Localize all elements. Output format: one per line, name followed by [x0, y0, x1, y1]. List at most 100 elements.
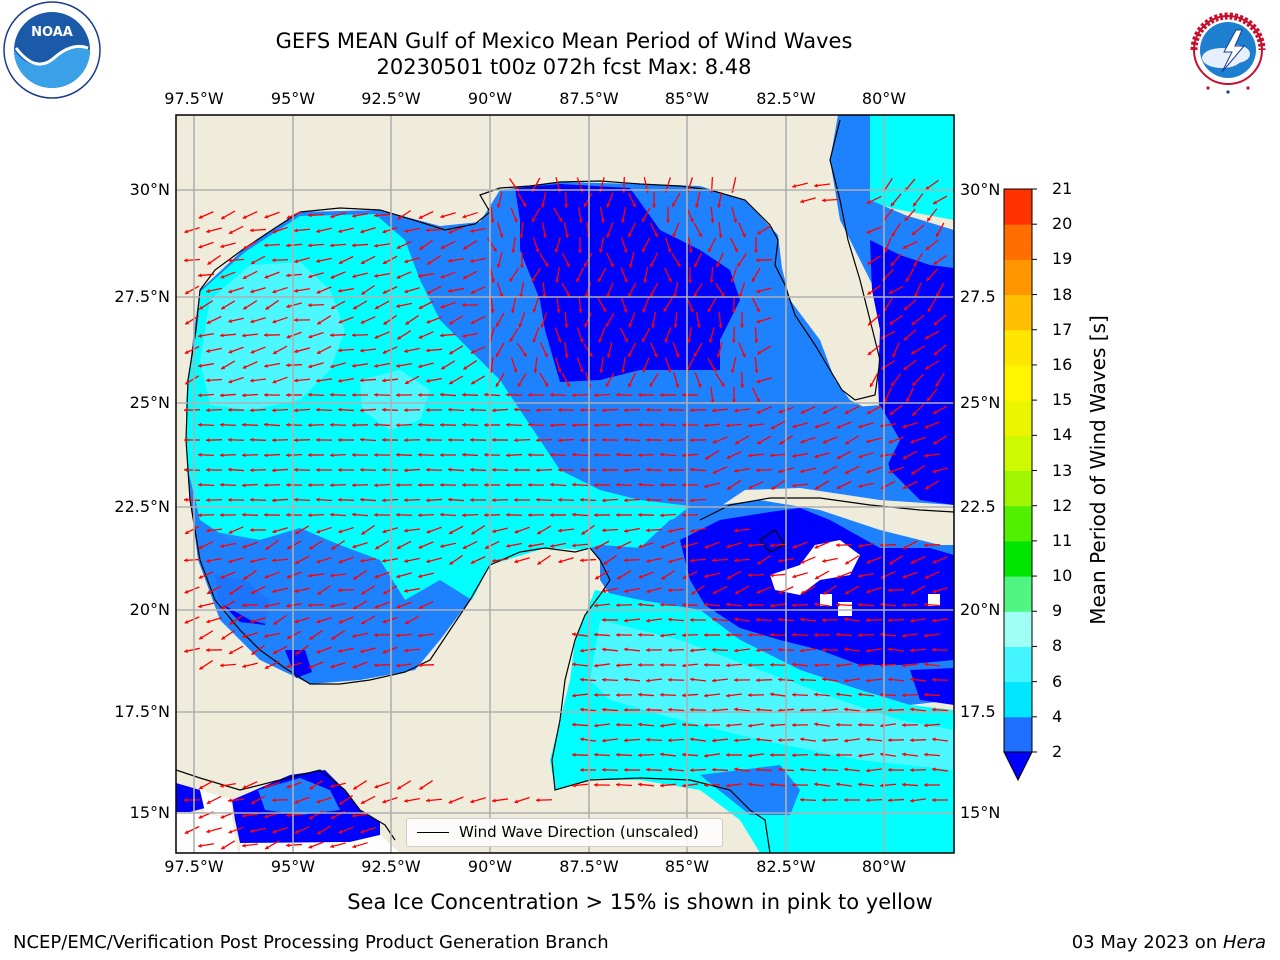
wind-arrow-head [250, 349, 255, 354]
wind-arrow-head [868, 321, 872, 326]
wind-arrow-head [646, 467, 650, 472]
wind-arrow-head [448, 258, 452, 263]
wind-arrow-head [242, 275, 247, 279]
wind-arrow-head [756, 737, 760, 742]
wind-arrow-head [352, 243, 356, 248]
wind-arrow-head [704, 423, 708, 428]
wind-arrow-head [396, 245, 401, 249]
wind-arrow-head [264, 392, 268, 397]
wind-arrow-head [638, 392, 642, 397]
wind-arrow-head [382, 467, 386, 472]
wind-arrow-head [506, 482, 510, 488]
wind-arrow-head [800, 677, 804, 682]
wind-arrow-head [778, 767, 782, 772]
wind-arrow-head [704, 632, 708, 638]
wind-arrow-head [564, 324, 569, 328]
wind-arrow-head [778, 738, 782, 743]
wind-arrow-head [605, 382, 610, 387]
lon-label-bottom: 95°W [270, 857, 316, 876]
wind-arrow-head [250, 228, 254, 233]
wind-arrow-head [646, 589, 651, 594]
wind-arrow-head [294, 288, 298, 293]
wind-arrow-head [734, 678, 738, 683]
wind-arrow-head [880, 423, 884, 428]
wind-arrow-head [770, 603, 774, 608]
noaa-logo: NOAA [2, 0, 102, 100]
wind-arrow-head [638, 422, 642, 428]
wind-arrow-head [198, 363, 202, 368]
wind-arrow-head [229, 590, 234, 595]
wind-arrow-head [396, 452, 400, 457]
wind-arrow-head [470, 320, 475, 324]
wind-arrow-head [697, 383, 702, 388]
wind-arrow-head [935, 233, 940, 238]
wind-arrow-head [229, 620, 234, 625]
wind-arrow-head [690, 707, 694, 712]
wind-arrow-head [273, 620, 278, 625]
wind-arrow-head [514, 438, 518, 443]
wind-arrow-head [836, 424, 841, 429]
wind-arrow-head [294, 318, 298, 323]
wind-arrow-head [693, 352, 698, 357]
wind-arrow-head [580, 438, 584, 443]
wind-arrow-head [660, 513, 664, 518]
wind-arrow-head [594, 482, 598, 488]
wind-arrow-head [756, 468, 760, 473]
wind-arrow-head [316, 799, 321, 804]
wind-arrow-head [397, 785, 402, 790]
wind-arrow-head [623, 308, 628, 313]
wind-arrow-head [580, 767, 584, 773]
lat-label-left: 20°N [129, 600, 170, 619]
wind-arrow-head [624, 558, 628, 563]
colorbar-segment [1004, 329, 1032, 366]
wind-arrow-head [911, 321, 916, 325]
wind-arrow-head [845, 590, 850, 595]
wind-arrow-head [580, 467, 584, 473]
wind-arrow-head [449, 320, 454, 325]
wind-arrow-head [184, 229, 189, 234]
wind-arrow-head [361, 290, 366, 295]
wind-arrow-head [264, 665, 269, 669]
wind-arrow-head [396, 633, 400, 638]
wind-arrow-head [250, 468, 254, 473]
wind-arrow-head [448, 467, 452, 472]
wind-arrow-head [286, 512, 290, 517]
wind-arrow-head [242, 333, 246, 338]
wind-arrow-head [638, 722, 642, 727]
wind-arrow-head [308, 844, 313, 849]
wind-arrow-head [396, 604, 401, 609]
wind-arrow-head [675, 383, 680, 388]
wind-arrow-head [220, 274, 225, 279]
wind-arrow-head [330, 214, 335, 219]
wind-arrow-head [519, 264, 525, 268]
wind-arrow-head [778, 589, 783, 594]
wind-arrow-head [272, 229, 277, 234]
wind-arrow-head [924, 575, 929, 579]
wind-arrow-head [836, 782, 840, 787]
wind-arrow-head [540, 204, 546, 208]
wind-arrow-head [404, 498, 408, 503]
wind-arrow-head [726, 602, 730, 607]
wind-arrow-head [352, 483, 356, 488]
wind-arrow-head [638, 782, 642, 787]
wind-arrow-head [462, 303, 466, 308]
wind-arrow-head [913, 262, 918, 267]
wind-arrow-head [888, 738, 892, 743]
wind-arrow-head [668, 528, 672, 533]
wind-arrow-head [404, 289, 409, 294]
wind-arrow-head [720, 292, 725, 297]
wind-arrow-head [316, 467, 320, 473]
wind-arrow-head [891, 232, 896, 237]
atlantic-water-band-4-6 [820, 405, 900, 480]
wind-arrow-head [661, 575, 666, 580]
wind-arrow-head [506, 453, 510, 458]
wind-arrow-head [770, 752, 774, 758]
wind-arrow-head [382, 349, 387, 354]
pacific-water-band-4-6 [258, 778, 340, 815]
wind-arrow-head [566, 292, 571, 297]
wind-arrow-head [251, 650, 256, 655]
wind-arrow-head [511, 249, 516, 253]
wind-arrow-head [716, 263, 720, 268]
wind-arrow-head [605, 322, 610, 327]
wind-arrow-head [771, 485, 776, 490]
